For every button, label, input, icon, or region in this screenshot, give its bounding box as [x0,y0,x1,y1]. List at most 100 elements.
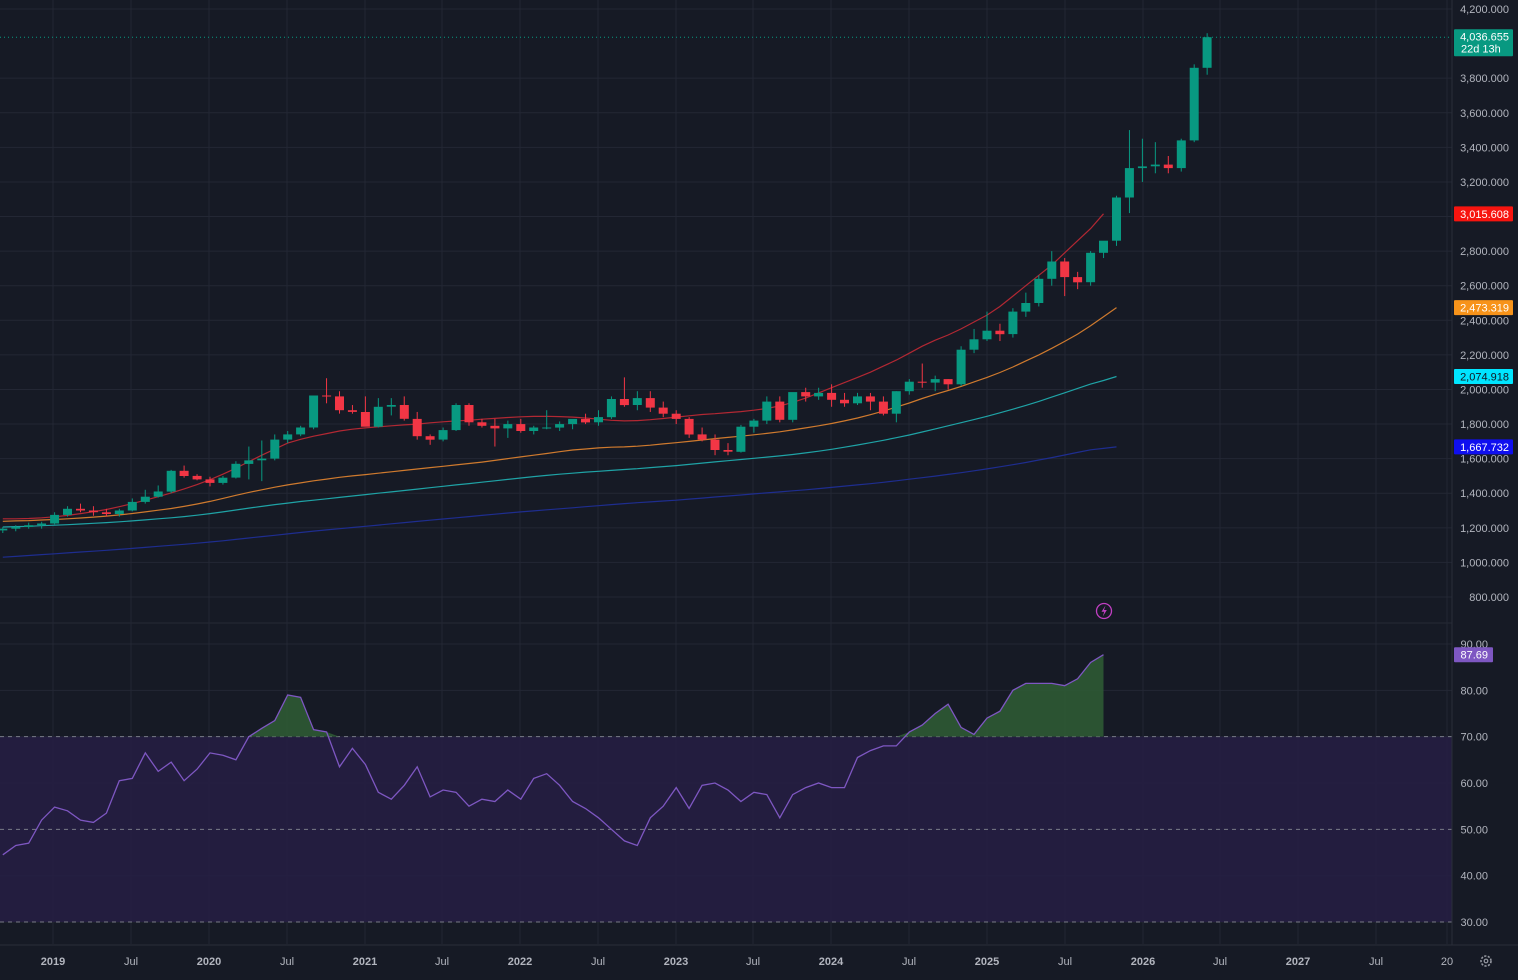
candle-body [619,399,629,406]
candle-body [179,470,189,476]
candle-body [296,427,306,435]
candle [114,508,124,517]
candle-body [399,405,409,419]
moving-averages [2,213,1117,558]
candle-body [956,349,966,385]
oscillator-tick-label: 30.00 [1460,917,1488,929]
badge-value: 1,667.732 [1460,442,1509,454]
time-tick-label: 2026 [1131,956,1155,968]
candle [1008,308,1018,338]
price-tick-label: 1,200.000 [1460,523,1509,535]
candle-body [632,398,642,405]
candle-body [581,418,590,423]
candle-body [775,401,785,420]
candle-body [529,427,539,431]
flash-icon-ring [1095,602,1113,620]
time-tick-label: Jul [591,956,605,968]
candle [76,503,85,513]
candle-body [697,434,707,440]
candle-body [943,379,953,385]
candle [1112,195,1121,246]
candle [0,526,8,534]
candle [1047,251,1057,286]
price-tick-label: 800.000 [1469,592,1509,604]
candle [1060,258,1070,297]
candle-body [1021,303,1031,312]
candle [982,311,992,342]
candle [37,521,47,529]
candle [88,506,98,516]
candle-body [736,426,746,452]
price-tick-label: 3,600.000 [1460,108,1509,120]
candle-body [11,527,21,529]
candle [943,379,953,390]
candle-body [76,508,85,511]
price-tick-label: 2,800.000 [1460,246,1509,258]
candle [840,392,849,407]
candle-body [166,470,176,492]
candle [1189,64,1199,143]
candle-body [360,412,370,427]
candle-body [1202,37,1212,68]
candle-body [788,392,798,420]
candle [930,375,940,392]
badge-background [1454,369,1513,385]
candle-countdown: 22d 13h [1461,44,1501,56]
candle [645,391,655,412]
candle-body [684,418,694,435]
oscillator-value-badge: 87.69 [1454,647,1493,663]
moving-average-line-4 [2,446,1117,558]
candle-body [723,450,733,452]
price-tick-label: 3,800.000 [1460,73,1509,85]
candle-body [1163,164,1173,169]
candle-body [594,417,603,423]
candle-body [63,508,72,515]
candle [684,417,694,438]
candle-body [853,396,862,404]
candle [801,387,811,402]
candle [140,489,150,504]
candle [309,395,319,430]
candle-body [205,479,215,483]
candle-body [1150,164,1160,167]
candle [322,378,332,404]
candle [697,427,707,442]
candle-body [1034,278,1044,303]
badge-background [1454,300,1513,316]
candle-body [464,405,474,423]
candle-body [218,477,228,483]
candle-body [542,427,552,429]
candle [632,391,642,411]
candle [412,411,422,440]
candle-body [257,458,267,461]
candle [956,346,966,387]
candle-body [1060,261,1070,278]
candle-body [606,399,616,418]
gear-icon[interactable] [1480,955,1492,967]
gear-icon-hub [1483,958,1489,964]
price-tick-label: 1,400.000 [1460,488,1509,500]
oscillator-tick-label: 60.00 [1460,778,1488,790]
candle-body [891,391,901,414]
ma-value-badge: 2,074.918 [1454,369,1513,385]
candle-body [969,339,979,350]
candle [658,401,668,418]
candle [878,396,888,416]
candle [542,410,552,430]
candle [710,434,720,456]
candle-body [516,424,526,431]
price-tick-label: 3,200.000 [1460,177,1509,189]
candle-body [270,439,280,459]
candle-body [322,395,332,397]
candle-body [671,413,681,419]
moving-average-line-2 [2,307,1117,522]
candle [1150,142,1160,174]
oscillator-line [2,654,1104,856]
candle [101,508,111,517]
candle-body [231,463,241,478]
time-tick-label: 2023 [664,956,688,968]
candle-body [555,424,565,428]
